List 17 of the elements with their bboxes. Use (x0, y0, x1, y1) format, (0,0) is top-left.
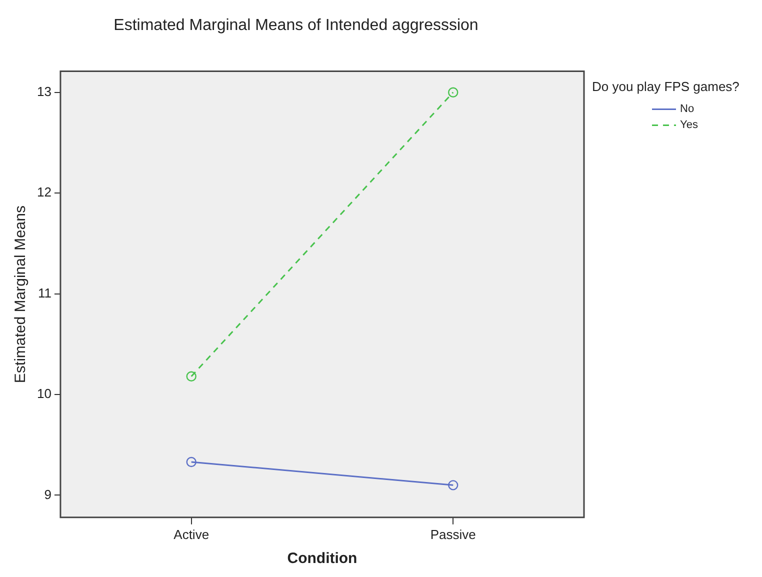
legend-title: Do you play FPS games? (592, 78, 740, 94)
y-axis-title: Estimated Marginal Means (12, 206, 30, 384)
x-tick-label: Active (174, 526, 210, 542)
point (186, 371, 196, 382)
y-tick-label: 9 (44, 486, 52, 502)
y-tick-label: 12 (36, 184, 52, 200)
y-tick-label: 13 (36, 84, 52, 99)
x-tick-label: Passive (430, 526, 476, 542)
point (448, 87, 458, 98)
y-tick-label: 10 (36, 386, 52, 402)
point (186, 456, 196, 468)
legend-label: Yes (680, 119, 698, 132)
y-tick-label: 11 (38, 285, 52, 300)
point (448, 480, 458, 490)
x-axis-title: Condition (287, 550, 358, 568)
chart-title: Estimated Marginal Means of Intended aggresssion (114, 17, 478, 34)
legend-label: No (680, 103, 694, 116)
